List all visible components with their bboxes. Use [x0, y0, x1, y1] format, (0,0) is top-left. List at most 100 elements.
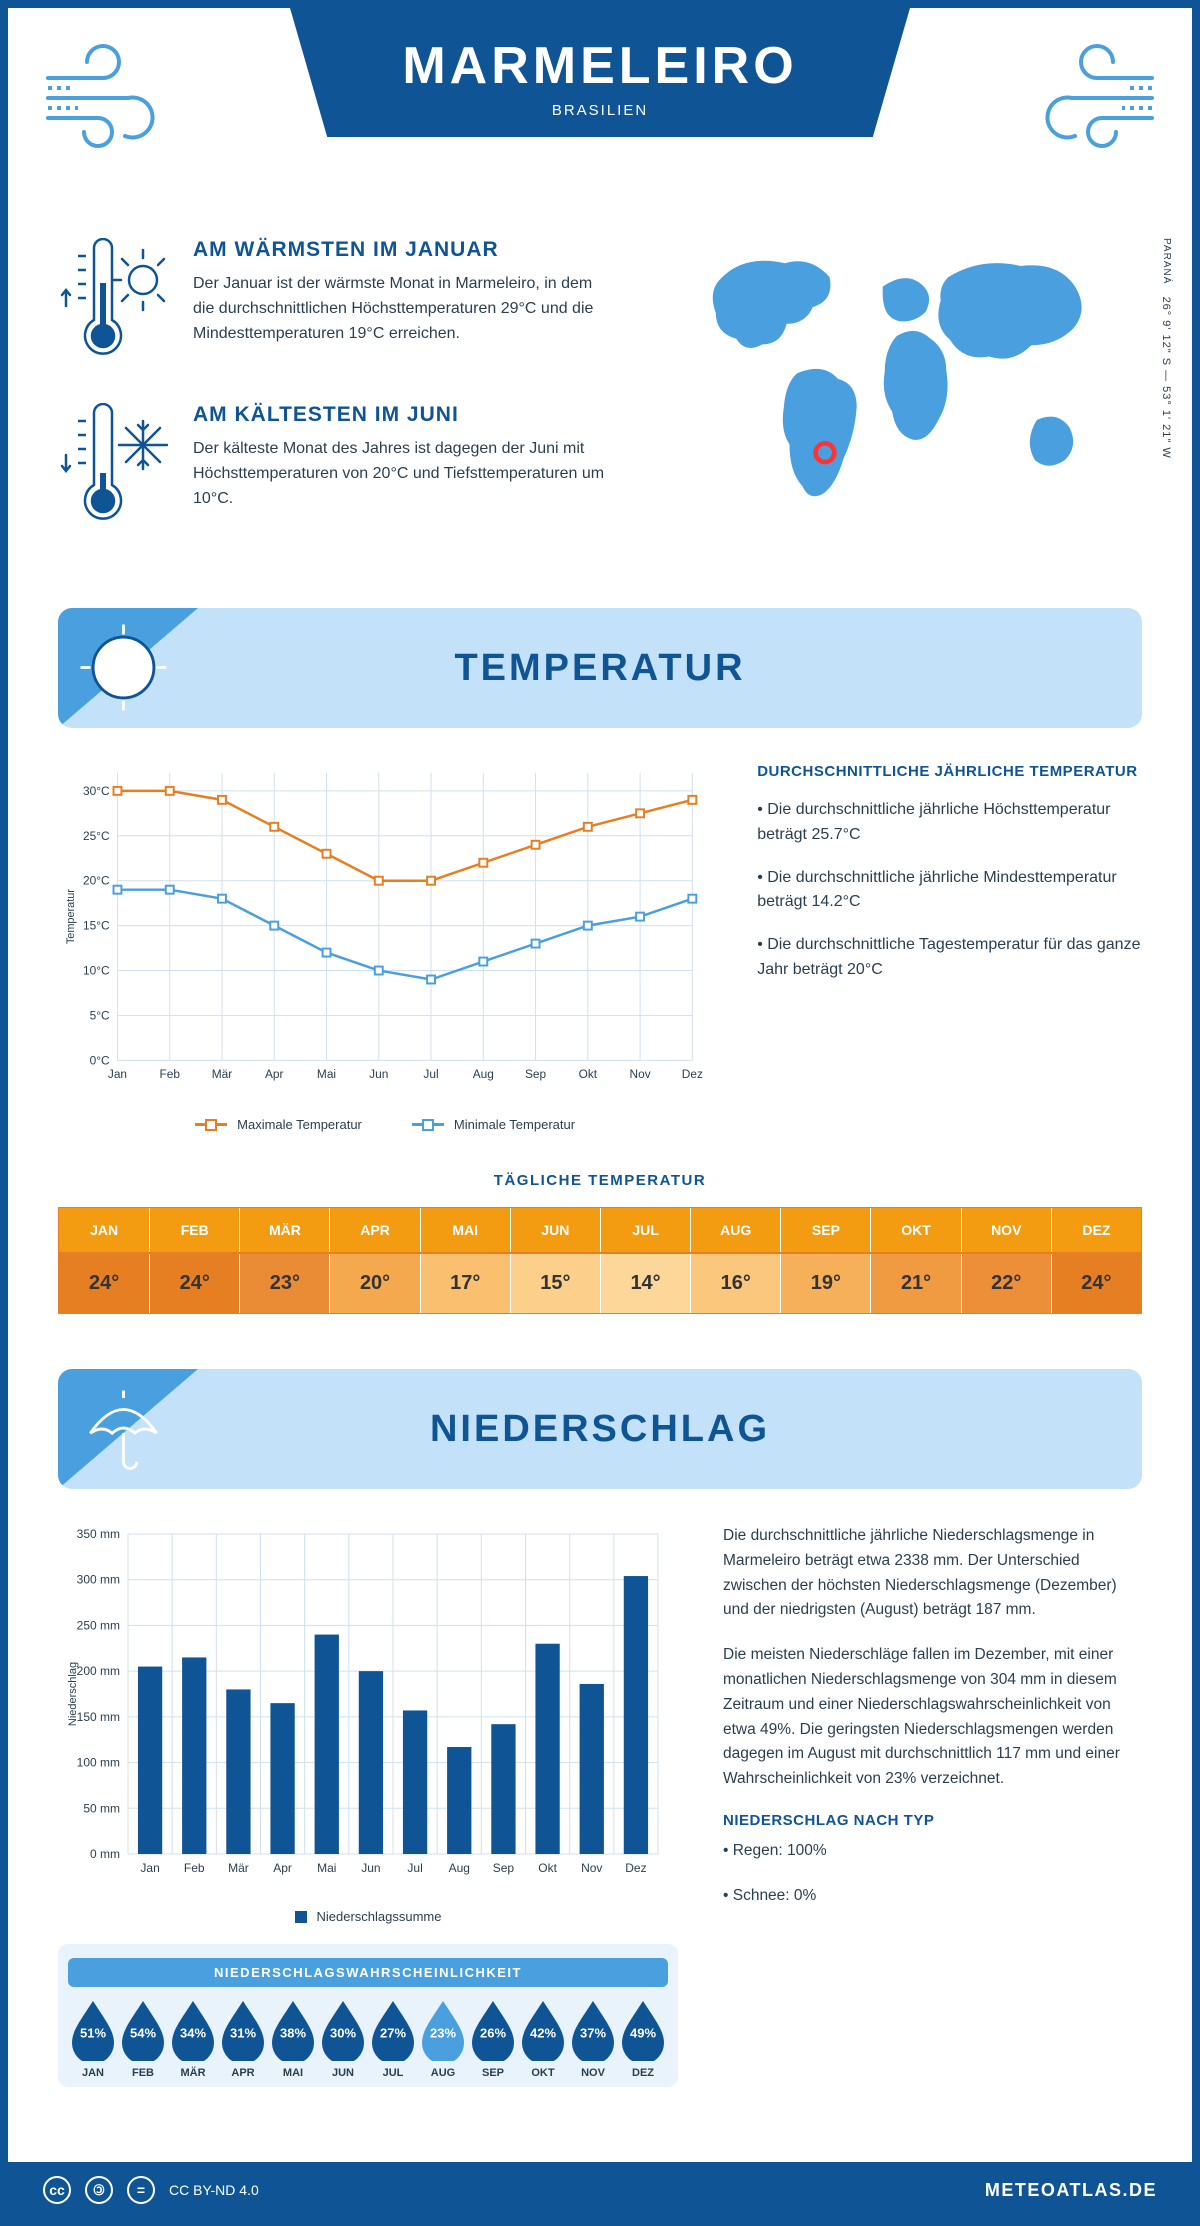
temperature-chart: 0°C5°C10°C15°C20°C25°C30°CJanFebMärAprMa… — [58, 763, 712, 1132]
temp-info-line: • Die durchschnittliche jährliche Höchst… — [757, 798, 1142, 848]
daily-value: 24° — [149, 1254, 239, 1313]
daily-value: 19° — [780, 1254, 870, 1313]
svg-text:15°C: 15°C — [83, 919, 110, 933]
daily-value: 16° — [690, 1254, 780, 1313]
country-subtitle: BRASILIEN — [290, 102, 910, 119]
daily-month: FEB — [149, 1208, 239, 1252]
probability-drop: 34% MÄR — [168, 1999, 218, 2079]
probability-drop: 23% AUG — [418, 1999, 468, 2079]
warmest-text: Der Januar ist der wärmste Monat in Marm… — [193, 272, 611, 346]
city-title: MARMELEIRO — [290, 36, 910, 96]
svg-text:Apr: Apr — [273, 1861, 292, 1875]
svg-text:Okt: Okt — [579, 1067, 598, 1081]
svg-text:Nov: Nov — [630, 1067, 651, 1081]
precip-legend: Niederschlagssumme — [317, 1909, 442, 1924]
warmest-title: AM WÄRMSTEN IM JANUAR — [193, 238, 611, 262]
coldest-text: Der kälteste Monat des Jahres ist dagege… — [193, 437, 611, 511]
precip-type-line: • Schnee: 0% — [723, 1884, 1142, 1909]
legend-min-label: Minimale Temperatur — [454, 1117, 575, 1132]
site-label: METEOATLAS.DE — [985, 2180, 1157, 2201]
daily-value: 20° — [329, 1254, 419, 1313]
legend-max-label: Maximale Temperatur — [237, 1117, 362, 1132]
svg-text:300 mm: 300 mm — [77, 1573, 120, 1587]
daily-value: 23° — [239, 1254, 329, 1313]
svg-text:Mär: Mär — [212, 1067, 232, 1081]
coldest-block: AM KÄLTESTEN IM JUNI Der kälteste Monat … — [58, 403, 611, 533]
daily-month: OKT — [870, 1208, 960, 1252]
svg-text:Feb: Feb — [159, 1067, 180, 1081]
svg-text:200 mm: 200 mm — [77, 1664, 120, 1678]
probability-box: NIEDERSCHLAGSWAHRSCHEINLICHKEIT 51% JAN … — [58, 1944, 678, 2087]
warmest-block: AM WÄRMSTEN IM JANUAR Der Januar ist der… — [58, 238, 611, 368]
probability-drop: 54% FEB — [118, 1999, 168, 2079]
svg-text:150 mm: 150 mm — [77, 1710, 120, 1724]
svg-text:Nov: Nov — [581, 1861, 602, 1875]
svg-text:30°C: 30°C — [83, 784, 110, 798]
temp-info-title: DURCHSCHNITTLICHE JÄHRLICHE TEMPERATUR — [757, 763, 1142, 780]
daily-value: 14° — [600, 1254, 690, 1313]
daily-value: 17° — [420, 1254, 510, 1313]
svg-text:0 mm: 0 mm — [90, 1847, 120, 1861]
coordinates: PARANÁ 26° 9' 12" S — 53° 1' 21" W — [1160, 238, 1172, 459]
svg-text:Mär: Mär — [228, 1861, 249, 1875]
svg-text:Jul: Jul — [407, 1861, 422, 1875]
daily-month: MAI — [420, 1208, 510, 1252]
svg-text:Aug: Aug — [473, 1067, 494, 1081]
daily-month: JUN — [510, 1208, 600, 1252]
coldest-title: AM KÄLTESTEN IM JUNI — [193, 403, 611, 427]
svg-text:350 mm: 350 mm — [77, 1527, 120, 1541]
temperature-info: DURCHSCHNITTLICHE JÄHRLICHE TEMPERATUR •… — [757, 763, 1142, 1132]
precip-type-title: NIEDERSCHLAG NACH TYP — [723, 1812, 1142, 1829]
svg-text:10°C: 10°C — [83, 963, 110, 977]
svg-text:Dez: Dez — [625, 1861, 646, 1875]
precipitation-title: NIEDERSCHLAG — [430, 1408, 770, 1451]
daily-month: DEZ — [1051, 1208, 1141, 1252]
daily-month: JAN — [59, 1208, 149, 1252]
daily-month: MÄR — [239, 1208, 329, 1252]
svg-text:Feb: Feb — [184, 1861, 205, 1875]
nd-icon: = — [127, 2176, 155, 2204]
umbrella-icon — [76, 1381, 171, 1476]
overview-section: AM WÄRMSTEN IM JANUAR Der Januar ist der… — [58, 238, 1142, 568]
svg-text:Jan: Jan — [140, 1861, 159, 1875]
daily-value: 15° — [510, 1254, 600, 1313]
daily-month: JUL — [600, 1208, 690, 1252]
header: MARMELEIRO BRASILIEN — [8, 8, 1192, 218]
svg-text:20°C: 20°C — [83, 874, 110, 888]
svg-text:Temperatur: Temperatur — [65, 889, 77, 944]
probability-drop: 26% SEP — [468, 1999, 518, 2079]
precipitation-chart: 0 mm50 mm100 mm150 mm200 mm250 mm300 mm3… — [58, 1524, 678, 2087]
daily-temp-title: TÄGLICHE TEMPERATUR — [58, 1172, 1142, 1189]
svg-text:100 mm: 100 mm — [77, 1756, 120, 1770]
daily-value: 24° — [59, 1254, 149, 1313]
thermometer-cold-icon — [58, 403, 168, 533]
by-icon: 🄯 — [85, 2176, 113, 2204]
probability-drop: 38% MAI — [268, 1999, 318, 2079]
probability-drop: 42% OKT — [518, 1999, 568, 2079]
daily-value: 22° — [961, 1254, 1051, 1313]
svg-text:Jun: Jun — [369, 1067, 388, 1081]
svg-text:Dez: Dez — [682, 1067, 703, 1081]
svg-text:Sep: Sep — [525, 1067, 547, 1081]
daily-month: AUG — [690, 1208, 780, 1252]
legend-min: .leg-item:nth-child(2) .leg-line::after{… — [412, 1117, 575, 1132]
svg-text:0°C: 0°C — [90, 1053, 110, 1067]
latlon-label: 26° 9' 12" S — 53° 1' 21" W — [1160, 297, 1172, 459]
footer: cc 🄯 = CC BY-ND 4.0 METEOATLAS.DE — [8, 2162, 1192, 2218]
svg-text:Mai: Mai — [317, 1861, 336, 1875]
svg-text:Mai: Mai — [317, 1067, 336, 1081]
svg-text:Jul: Jul — [423, 1067, 438, 1081]
daily-value: 21° — [870, 1254, 960, 1313]
svg-text:Okt: Okt — [538, 1861, 557, 1875]
svg-text:50 mm: 50 mm — [83, 1801, 120, 1815]
temperature-title: TEMPERATUR — [454, 647, 745, 690]
svg-text:Apr: Apr — [265, 1067, 284, 1081]
region-label: PARANÁ — [1161, 238, 1172, 284]
probability-drop: 49% DEZ — [618, 1999, 668, 2079]
precip-type-line: • Regen: 100% — [723, 1839, 1142, 1864]
daily-month: SEP — [780, 1208, 870, 1252]
world-map — [661, 238, 1142, 518]
svg-text:5°C: 5°C — [90, 1008, 110, 1022]
wind-icon-right — [1017, 43, 1157, 153]
probability-drop: 51% JAN — [68, 1999, 118, 2079]
